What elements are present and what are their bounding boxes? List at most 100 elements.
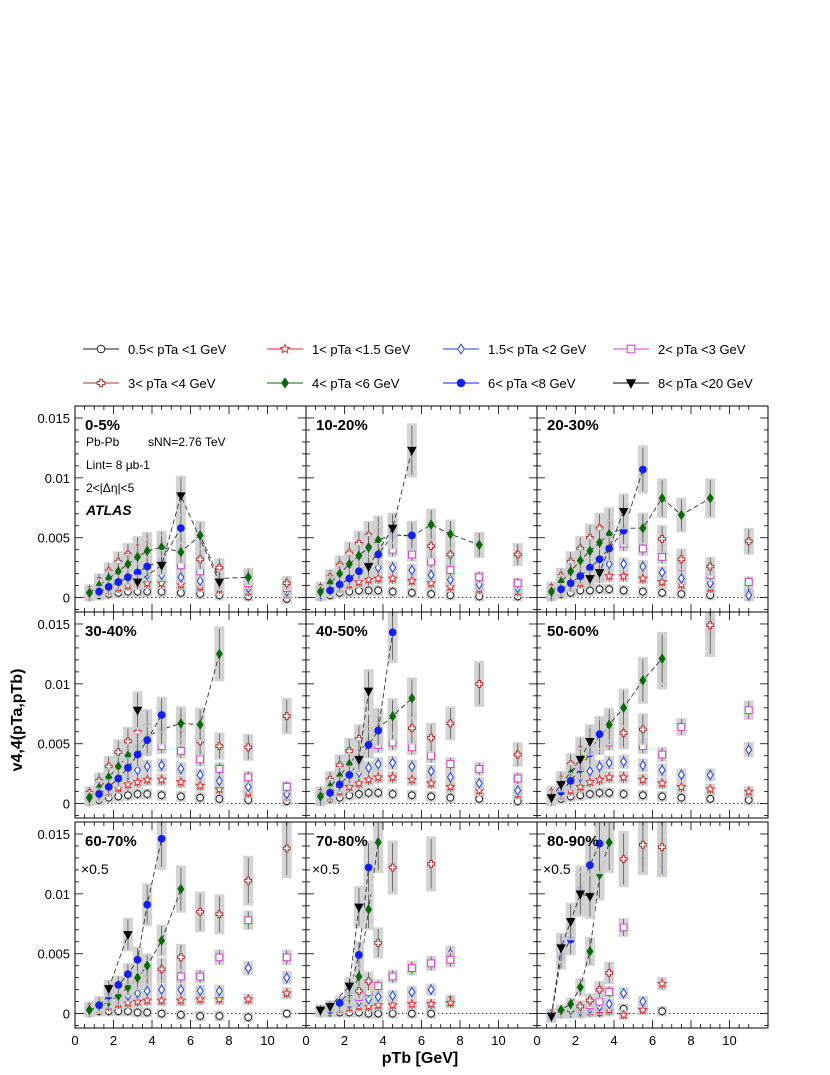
data-point-shape: [177, 763, 185, 775]
data-point: [133, 750, 142, 759]
data-point-shape: [446, 566, 455, 574]
series: [94, 696, 167, 801]
data-point: [388, 863, 397, 872]
data-point-shape: [595, 997, 604, 1006]
data-point: [157, 1009, 166, 1018]
data-point: [374, 1009, 383, 1018]
data-point-shape: [620, 558, 628, 570]
series: [546, 726, 595, 804]
data-point: [639, 522, 647, 534]
data-point-shape: [124, 558, 132, 570]
data-point: [177, 883, 185, 895]
data-point-shape: [355, 586, 363, 595]
data-point: [576, 572, 585, 580]
legend-item: 0.5< pTa <1 GeV: [83, 342, 227, 357]
data-point-shape: [744, 578, 753, 586]
data-point-shape: [114, 748, 123, 757]
info-system: Pb-Pb: [86, 435, 120, 449]
data-point: [619, 790, 628, 798]
data-point: [176, 1010, 185, 1019]
data-point: [133, 1008, 142, 1017]
data-point: [355, 550, 363, 562]
data-point: [618, 1009, 629, 1020]
data-point-shape: [196, 755, 205, 764]
data-point-shape: [355, 971, 363, 982]
data-point: [676, 781, 687, 792]
data-point: [133, 955, 142, 964]
data-point-shape: [374, 991, 382, 1003]
data-point-shape: [427, 751, 436, 760]
data-point: [315, 1006, 326, 1016]
data-point: [656, 978, 668, 989]
data-point: [557, 585, 565, 594]
scale-note: ×0.5: [543, 861, 571, 877]
data-point: [388, 790, 397, 798]
data-point-shape: [513, 750, 522, 759]
data-point-shape: [475, 679, 484, 688]
data-point-shape: [374, 788, 383, 797]
data-point: [196, 755, 205, 764]
data-point: [114, 774, 123, 783]
data-point-shape: [595, 730, 604, 739]
data-point-shape: [475, 573, 484, 582]
data-point: [605, 837, 613, 848]
data-point: [603, 570, 615, 581]
x-tick-label: 8: [225, 1033, 232, 1048]
data-point: [388, 587, 397, 596]
data-point-shape: [618, 771, 629, 782]
series: [84, 520, 254, 599]
data-point: [407, 743, 416, 752]
data-point: [546, 794, 557, 804]
data-point: [335, 998, 344, 1007]
data-point-shape: [134, 987, 142, 999]
data-point-shape: [427, 860, 436, 868]
data-point-shape: [355, 567, 363, 576]
data-point: [363, 687, 374, 697]
data-point: [677, 573, 685, 584]
data-point: [425, 998, 437, 1009]
data-point: [586, 861, 594, 870]
panel: 0 0.005 0.01 0.015 0-5%: [37, 405, 307, 613]
data-point-shape: [677, 723, 686, 731]
data-point: [244, 876, 253, 885]
data-point: [658, 750, 667, 759]
data-point-shape: [743, 786, 754, 797]
data-point: [175, 776, 187, 787]
data-point-shape: [387, 771, 398, 782]
data-point: [282, 844, 291, 853]
panels: 0 0.005 0.01 0.015 0-5% 10-20% 20-30% 0 0.005 0.0…: [37, 405, 769, 1048]
legend-item: 6< pTa <8 GeV: [443, 376, 576, 391]
data-point-shape: [677, 590, 686, 598]
data-point: [677, 769, 685, 781]
data-point: [446, 591, 455, 600]
y-tick-label: 0: [63, 797, 70, 812]
data-point: [705, 783, 716, 794]
data-point-shape: [408, 564, 416, 576]
data-point-shape: [316, 791, 324, 802]
y-tick-label: 0.015: [37, 617, 70, 632]
data-point: [143, 900, 152, 909]
data-point-shape: [374, 550, 383, 559]
panel-plot-area: [306, 822, 537, 1019]
data-point-shape: [425, 998, 437, 1009]
data-point: [363, 1000, 374, 1011]
data-point: [114, 578, 123, 586]
data-point-shape: [407, 791, 416, 800]
data-point: [586, 765, 594, 777]
legend: 0.5< pTa <1 GeV 1< pTa <1.5 GeV 1.5< pTa <…: [83, 342, 753, 391]
data-point-shape: [407, 724, 416, 733]
data-point-shape: [618, 570, 629, 581]
data-point-shape: [133, 1008, 142, 1017]
data-point-shape: [620, 987, 628, 999]
panel-plot-area: [75, 475, 306, 604]
data-point-shape: [124, 1007, 132, 1016]
data-point-shape: [576, 1002, 585, 1011]
data-point-shape: [605, 757, 613, 769]
x-tick-label: 4: [148, 1033, 155, 1048]
data-point-shape: [282, 782, 291, 791]
data-point: [595, 997, 604, 1006]
data-point: [576, 791, 585, 800]
series: [132, 475, 225, 590]
data-point-shape: [427, 590, 436, 598]
